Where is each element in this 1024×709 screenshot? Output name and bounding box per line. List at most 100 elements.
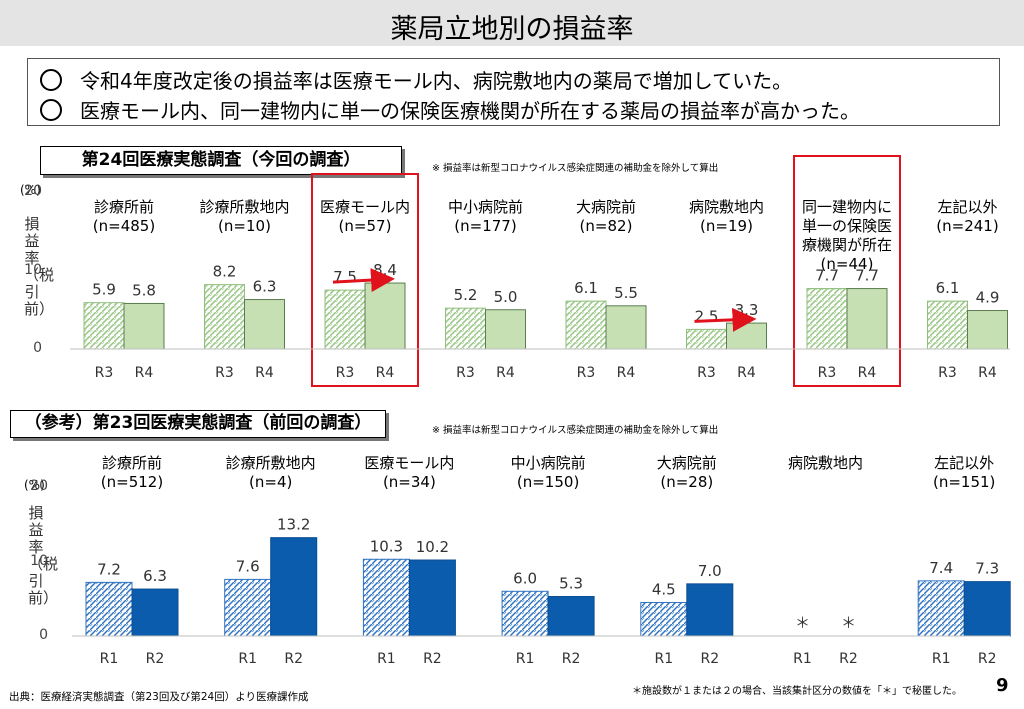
category-label: 医療モール内 (n=34): [364, 454, 455, 491]
value-label: 7.3: [975, 560, 999, 578]
x-tick-label: R4: [255, 365, 274, 381]
x-tick-label: R3: [336, 365, 355, 381]
bar: [927, 300, 968, 350]
x-tick-label: R4: [496, 365, 515, 381]
x-tick-label: R1: [654, 651, 673, 667]
value-label: 7.4: [929, 559, 953, 577]
y-tick-label: 0: [33, 340, 42, 356]
bar: [917, 580, 965, 637]
bar: [547, 596, 595, 637]
value-label: 7.6: [236, 557, 260, 575]
bar: [565, 300, 607, 350]
bar: [85, 581, 133, 637]
summary-box: 令和4年度改定後の損益率は医療モール内、病院敷地内の薬局で増加していた。 医療モ…: [27, 58, 1000, 126]
bar: [224, 578, 272, 637]
value-label: 6.1: [936, 279, 960, 297]
x-tick-label: R2: [284, 651, 303, 667]
category-label: 大病院前 (n=82): [575, 198, 637, 235]
value-label: 6.0: [513, 569, 537, 587]
highlight-box: [793, 155, 901, 387]
bar: [963, 581, 1011, 637]
summary-line-1: 令和4年度改定後の損益率は医療モール内、病院敷地内の薬局で増加していた。: [40, 65, 792, 94]
x-tick-label: R2: [978, 651, 997, 667]
bar: [846, 288, 888, 350]
category-label: 左記以外 (n=241): [936, 198, 999, 235]
value-label: 7.7: [815, 267, 839, 285]
value-label: 4.5: [652, 580, 676, 598]
chart1-title: 第24回医療実態調査（今回の調査）: [40, 146, 402, 175]
x-tick-label: R1: [516, 651, 535, 667]
y-tick-label: 20: [24, 183, 42, 199]
circle-bullet-icon: [40, 99, 62, 121]
x-tick-label: R3: [456, 365, 475, 381]
value-label: 5.2: [454, 286, 478, 304]
bar: [364, 282, 406, 350]
bar: [408, 559, 456, 637]
bar: [686, 583, 734, 637]
bar: [123, 302, 165, 350]
y-tick-label: 20: [30, 478, 48, 494]
category-label: 診療所前 (n=512): [100, 454, 164, 491]
x-tick-label: R3: [697, 365, 716, 381]
value-label: 5.3: [559, 575, 583, 593]
value-label: 5.5: [614, 284, 638, 302]
category-label: 中小病院前 (n=177): [447, 198, 524, 235]
x-tick-label: R3: [818, 365, 837, 381]
chart2-unit: (%): [24, 478, 45, 492]
page-title: 薬局立地別の損益率: [390, 14, 634, 45]
x-tick-label: R4: [978, 365, 997, 381]
summary-text-2: 医療モール内、同一建物内に単一の保険医療機関が所在する薬局の損益率が高かった。: [80, 99, 860, 123]
y-tick-label: 10: [24, 261, 42, 278]
category-label: 医療モール内 (n=57): [319, 198, 411, 235]
category-label: 病院敷地内: [787, 454, 864, 472]
value-label: ＊: [841, 614, 856, 632]
value-label: 13.2: [277, 516, 310, 534]
value-label: 10.2: [416, 538, 449, 556]
bar: [362, 558, 410, 637]
value-label: 10.3: [370, 537, 403, 555]
value-label: 5.8: [132, 281, 156, 299]
category-label: 同一建物内に 単一の保険医 療機関が所在 (n=44): [801, 198, 893, 273]
title-bar: 薬局立地別の損益率: [0, 0, 1024, 46]
value-label: 4.9: [976, 289, 1000, 307]
summary-line-2: 医療モール内、同一建物内に単一の保険医療機関が所在する薬局の損益率が高かった。: [40, 95, 860, 124]
x-tick-label: R1: [932, 651, 951, 667]
x-tick-label: R1: [238, 651, 257, 667]
bar: [270, 537, 318, 637]
bar: [726, 322, 767, 350]
bar: [131, 588, 179, 637]
x-tick-label: R4: [376, 365, 395, 381]
bar: [640, 601, 688, 637]
value-label: ＊: [795, 614, 810, 632]
value-label: 3.3: [735, 301, 759, 319]
bar: [605, 305, 647, 350]
x-tick-label: R4: [737, 365, 756, 381]
value-label: 5.9: [92, 281, 116, 299]
value-label: 7.2: [97, 560, 121, 578]
value-label: 8.2: [213, 263, 237, 281]
category-label: 病院敷地内 (n=19): [688, 198, 765, 235]
x-tick-label: R2: [562, 651, 581, 667]
bar: [204, 284, 245, 350]
value-label: 5.0: [494, 288, 518, 306]
chart1-unit: (%): [20, 183, 41, 197]
chart2-note: ※ 損益率は新型コロナウイルス感染症関連の補助金を除外して算出: [432, 425, 719, 436]
bar: [324, 289, 366, 350]
category-label: 診療所前 (n=485): [92, 198, 156, 235]
bar: [501, 590, 549, 637]
highlight-box: [311, 173, 419, 387]
chart1-note: ※ 損益率は新型コロナウイルス感染症関連の補助金を除外して算出: [432, 163, 719, 174]
increase-arrow-icon: [694, 307, 757, 332]
increase-arrow-icon: [332, 268, 395, 293]
x-tick-label: R2: [839, 651, 858, 667]
circle-bullet-icon: [40, 69, 62, 91]
category-label: 診療所敷地内 (n=10): [199, 198, 290, 235]
x-tick-label: R4: [858, 365, 877, 381]
bar: [686, 328, 727, 350]
source-note: 出典：医療経済実態調査（第23回及び第24回）より医療課作成: [9, 691, 309, 703]
value-label: 7.7: [855, 267, 879, 285]
x-tick-label: R3: [215, 365, 234, 381]
category-label: 大病院前 (n=28): [656, 454, 717, 491]
x-tick-label: R2: [423, 651, 442, 667]
